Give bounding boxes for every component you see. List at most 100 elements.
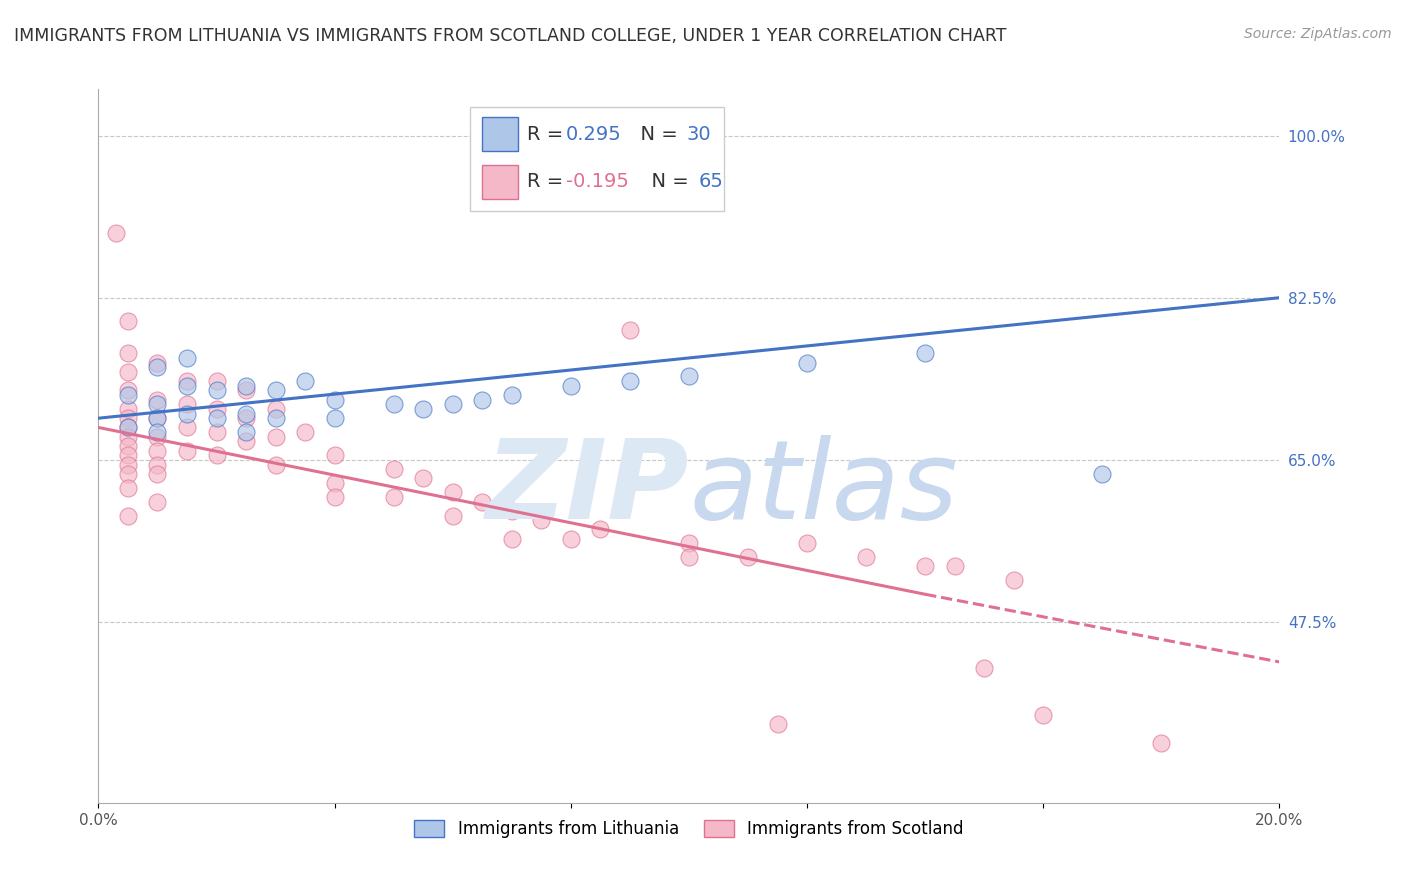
Point — [1032, 707, 1054, 722]
Point — [176, 397, 198, 411]
Text: IMMIGRANTS FROM LITHUANIA VS IMMIGRANTS FROM SCOTLAND COLLEGE, UNDER 1 YEAR CORR: IMMIGRANTS FROM LITHUANIA VS IMMIGRANTS … — [14, 27, 1007, 45]
Point — [176, 443, 198, 458]
Point — [146, 392, 169, 407]
Point — [235, 384, 257, 398]
Point — [441, 485, 464, 500]
Point — [619, 323, 641, 337]
Point — [943, 559, 966, 574]
Point — [294, 374, 316, 388]
Point — [264, 458, 287, 472]
Point — [146, 494, 169, 508]
Point — [796, 536, 818, 550]
Point — [382, 462, 405, 476]
Point — [1091, 467, 1114, 481]
Point — [117, 420, 139, 434]
Point — [105, 226, 128, 240]
Point — [117, 420, 139, 434]
Point — [117, 365, 139, 379]
Point — [146, 360, 169, 375]
Legend: Immigrants from Lithuania, Immigrants from Scotland: Immigrants from Lithuania, Immigrants fr… — [408, 813, 970, 845]
Text: -0.195: -0.195 — [567, 172, 628, 192]
Point — [205, 401, 228, 416]
Point — [235, 411, 257, 425]
Point — [530, 513, 553, 527]
Point — [678, 369, 700, 384]
Text: atlas: atlas — [689, 435, 957, 542]
Point — [205, 374, 228, 388]
Point — [560, 532, 582, 546]
FancyBboxPatch shape — [482, 165, 517, 199]
Point — [176, 420, 198, 434]
Point — [117, 388, 139, 402]
Point — [117, 439, 139, 453]
Point — [441, 397, 464, 411]
Point — [264, 430, 287, 444]
Text: ZIP: ZIP — [485, 435, 689, 542]
Point — [382, 490, 405, 504]
Point — [441, 508, 464, 523]
FancyBboxPatch shape — [482, 117, 517, 152]
Point — [678, 550, 700, 565]
Point — [117, 430, 139, 444]
Text: R =: R = — [527, 172, 569, 192]
Point — [323, 392, 346, 407]
Point — [589, 523, 612, 537]
Point — [382, 397, 405, 411]
Point — [117, 346, 139, 360]
Point — [117, 401, 139, 416]
Text: 0.295: 0.295 — [567, 125, 621, 144]
Point — [146, 467, 169, 481]
Point — [855, 550, 877, 565]
Point — [973, 661, 995, 675]
Point — [205, 384, 228, 398]
Point — [796, 355, 818, 369]
Point — [471, 494, 494, 508]
Point — [176, 378, 198, 392]
Text: 30: 30 — [686, 125, 711, 144]
Point — [146, 430, 169, 444]
Point — [914, 346, 936, 360]
Point — [264, 411, 287, 425]
Point — [412, 401, 434, 416]
Point — [766, 717, 789, 731]
Text: Source: ZipAtlas.com: Source: ZipAtlas.com — [1244, 27, 1392, 41]
Point — [264, 401, 287, 416]
Point — [117, 458, 139, 472]
Point — [471, 392, 494, 407]
Point — [737, 550, 759, 565]
Point — [501, 504, 523, 518]
Point — [501, 388, 523, 402]
Text: 65: 65 — [699, 172, 723, 192]
Point — [501, 532, 523, 546]
Point — [117, 508, 139, 523]
Point — [323, 490, 346, 504]
Point — [117, 448, 139, 462]
Text: R =: R = — [527, 125, 569, 144]
Point — [176, 351, 198, 365]
Point — [264, 384, 287, 398]
Point — [560, 378, 582, 392]
Point — [678, 536, 700, 550]
FancyBboxPatch shape — [471, 107, 724, 211]
Point — [412, 471, 434, 485]
Point — [205, 411, 228, 425]
Point — [1002, 574, 1025, 588]
Point — [146, 443, 169, 458]
Point — [235, 378, 257, 392]
Point — [146, 411, 169, 425]
Point — [146, 355, 169, 369]
Point — [235, 425, 257, 439]
Point — [117, 314, 139, 328]
Point — [146, 458, 169, 472]
Point — [205, 448, 228, 462]
Point — [117, 411, 139, 425]
Point — [176, 374, 198, 388]
Point — [323, 411, 346, 425]
Point — [117, 384, 139, 398]
Point — [146, 397, 169, 411]
Point — [117, 467, 139, 481]
Point — [235, 407, 257, 421]
Point — [146, 425, 169, 439]
Text: N =: N = — [640, 172, 696, 192]
Point — [205, 425, 228, 439]
